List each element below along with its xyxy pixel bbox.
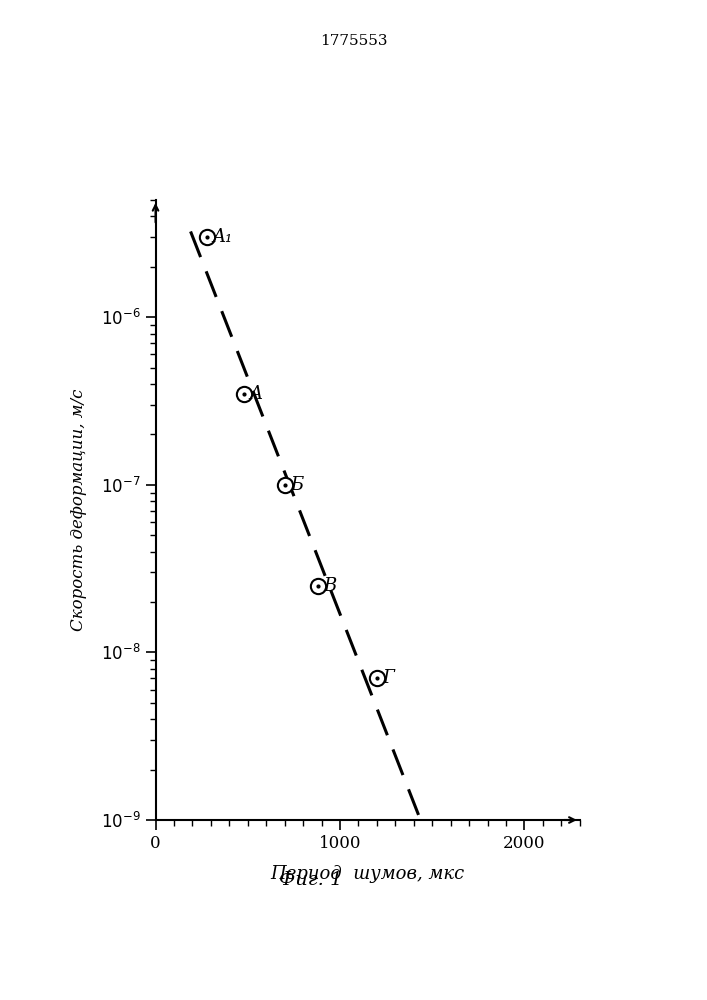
X-axis label: Период  шумов, мкс: Период шумов, мкс [271,865,464,883]
Y-axis label: Скорость деформации, м/с: Скорость деформации, м/с [71,389,88,631]
Text: A: A [250,385,262,403]
Text: Г: Г [382,669,395,687]
Text: В: В [323,577,337,595]
Text: A₁: A₁ [213,228,233,246]
Text: Фиг. 1: Фиг. 1 [279,871,343,889]
Text: Б: Б [290,476,303,494]
Text: 1775553: 1775553 [320,34,387,48]
